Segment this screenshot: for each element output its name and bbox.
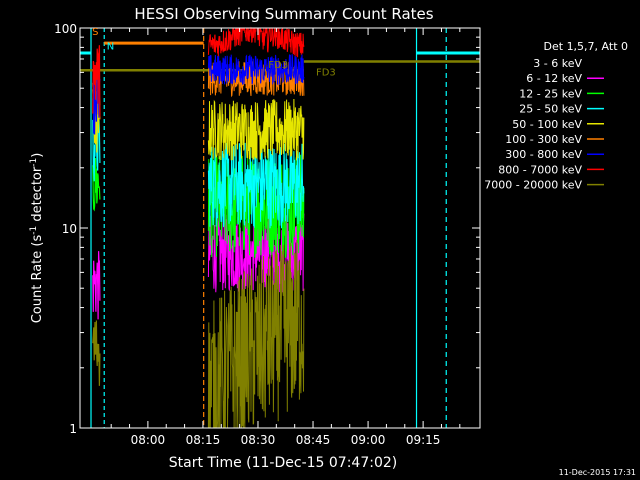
chart-marks bbox=[80, 26, 480, 429]
x-tick-label: 09:00 bbox=[351, 433, 386, 447]
y-axis-label-sup1: -1 bbox=[29, 226, 39, 235]
legend-entry-label: 25 - 50 keV bbox=[519, 103, 582, 116]
flag-label: N bbox=[107, 42, 114, 53]
series-segment bbox=[207, 98, 305, 161]
legend-title: Det 1,5,7, Att 0 bbox=[544, 40, 628, 53]
series-segment bbox=[92, 320, 101, 386]
series-segment bbox=[207, 239, 305, 429]
x-tick-label: 08:45 bbox=[296, 433, 331, 447]
legend-entry-label: 800 - 7000 keV bbox=[498, 163, 582, 176]
legend-entry-label: 7000 - 20000 keV bbox=[484, 179, 582, 192]
legend-entry-label: 6 - 12 keV bbox=[526, 72, 582, 85]
series-segment bbox=[207, 54, 305, 86]
y-tick-label: 10 bbox=[62, 222, 77, 236]
y-axis-label-end: ) bbox=[30, 153, 45, 158]
legend-entry-label: 12 - 25 keV bbox=[519, 87, 582, 100]
series-segment bbox=[92, 45, 101, 117]
y-tick-label: 1 bbox=[69, 422, 77, 436]
chart-title: HESSI Observing Summary Count Rates bbox=[134, 5, 433, 23]
legend-entry-label: 100 - 300 keV bbox=[505, 133, 582, 146]
legend-entry-label: 50 - 100 keV bbox=[512, 118, 582, 131]
x-tick-label: 08:00 bbox=[131, 433, 166, 447]
timestamp: 11-Dec-2015 17:31 bbox=[559, 468, 636, 477]
legend: 3 - 6 keV 6 - 12 keV 12 - 25 keV 25 - 50 ke… bbox=[484, 57, 604, 192]
flag-labels: SN FD3 FD3 bbox=[92, 27, 336, 78]
axis-ticks: 08:00 08:15 08:30 08:45 09:00 09:15 100 10 1 bbox=[54, 22, 480, 447]
series-segment bbox=[92, 251, 101, 320]
x-tick-label: 08:30 bbox=[241, 433, 276, 447]
y-tick-label: 100 bbox=[54, 22, 77, 36]
y-axis-label-sup2: -1 bbox=[29, 158, 39, 167]
flag-label: FD3 bbox=[316, 67, 336, 78]
series-segment bbox=[92, 157, 101, 212]
x-axis-label: Start Time (11-Dec-15 07:47:02) bbox=[169, 455, 397, 471]
y-axis-label-mid: detector bbox=[30, 166, 45, 226]
legend-entry-label: 3 - 6 keV bbox=[533, 57, 582, 70]
y-axis-label-main: Count Rate (s bbox=[30, 235, 45, 324]
x-tick-label: 08:15 bbox=[186, 433, 221, 447]
legend-entry-label: 300 - 800 keV bbox=[505, 148, 582, 161]
flag-label: S bbox=[92, 27, 98, 38]
flag-label: FD3 bbox=[268, 60, 288, 71]
series-7000-20000-kev bbox=[92, 239, 305, 429]
y-axis-label: Count Rate (s-1 detector-1) bbox=[29, 153, 45, 324]
x-tick-label: 09:15 bbox=[406, 433, 441, 447]
